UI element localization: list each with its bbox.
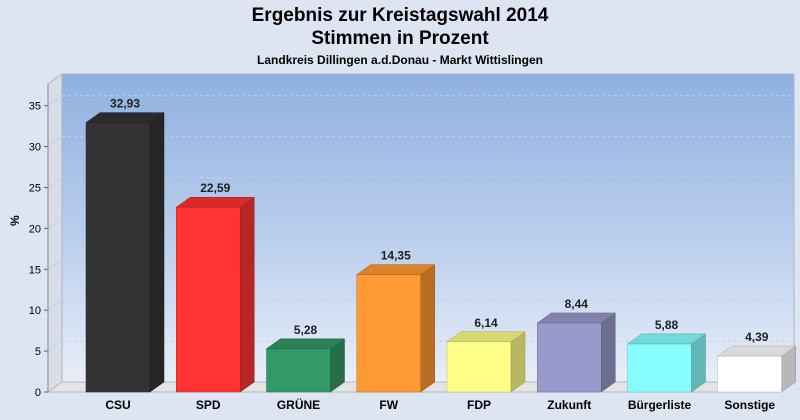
- x-tick-label: CSU: [105, 398, 130, 412]
- bar-side: [510, 331, 526, 393]
- x-tick-label: Bürgerliste: [628, 398, 692, 412]
- bar-front: [85, 122, 151, 393]
- bar-grüne: [265, 338, 346, 393]
- bar-side: [601, 312, 616, 393]
- gridline-side: [47, 95, 63, 107]
- bar-front: [176, 206, 241, 393]
- bar-bürgerliste: [626, 333, 707, 393]
- gridline-side: [47, 299, 63, 311]
- y-tick-label: 15: [29, 264, 41, 276]
- bar-zukunft: [536, 312, 617, 393]
- y-tick-label: 10: [29, 305, 41, 317]
- x-tick-label: Zukunft: [547, 398, 591, 412]
- bar-top: [626, 333, 707, 345]
- y-tick-label: 20: [29, 223, 41, 235]
- value-label: 32,93: [110, 97, 140, 111]
- bar-side: [420, 264, 435, 393]
- gridline-side: [47, 340, 63, 352]
- x-tick-label: SPD: [196, 398, 221, 412]
- bar-top: [716, 345, 797, 357]
- value-label: 22,59: [200, 181, 230, 195]
- gridline-side: [47, 217, 63, 229]
- y-tick-label: 35: [29, 101, 41, 113]
- bar-csu: [85, 112, 165, 393]
- bar-side: [149, 112, 165, 393]
- gridline-side: [47, 258, 63, 270]
- bar-front: [446, 341, 512, 393]
- value-label: 5,88: [655, 318, 679, 332]
- bar-top: [536, 312, 617, 324]
- bar-front: [266, 348, 331, 393]
- bar-side: [240, 196, 255, 393]
- bar-front: [717, 355, 782, 393]
- bar-fw: [355, 264, 436, 393]
- x-tick-label: FW: [379, 398, 398, 412]
- bar-top: [446, 331, 526, 343]
- bar-top: [85, 112, 165, 123]
- x-tick-label: Sonstige: [724, 398, 775, 412]
- y-tick-label: 25: [29, 183, 41, 195]
- value-label: 5,28: [294, 323, 318, 337]
- plot-side-wall: [47, 73, 63, 393]
- gridline-side: [47, 177, 63, 188]
- bar-front: [356, 274, 421, 393]
- bar-top: [175, 196, 256, 208]
- x-tick-label: GRÜNE: [277, 397, 320, 412]
- value-label: 14,35: [381, 249, 411, 263]
- x-tick-label: FDP: [467, 398, 491, 412]
- value-label: 8,44: [565, 297, 589, 311]
- chart-title-block: Ergebnis zur Kreistagswahl 2014 Stimmen …: [0, 4, 800, 68]
- value-label: 4,39: [745, 330, 769, 344]
- gridline-side: [47, 136, 63, 148]
- bar-front: [537, 322, 602, 393]
- chart-caption: Landkreis Dillingen a.d.Donau - Markt Wi…: [257, 53, 543, 67]
- bar-top: [265, 338, 346, 350]
- bar-top: [355, 264, 436, 275]
- y-tick-label: 30: [29, 142, 41, 154]
- bar-fdp: [446, 331, 526, 393]
- chart-subtitle: Stimmen in Prozent: [311, 28, 489, 49]
- bar-sonstige: [716, 345, 797, 393]
- y-tick-label: 5: [35, 346, 41, 358]
- y-tick-label: 0: [35, 387, 41, 399]
- bar-spd: [175, 196, 256, 393]
- value-label: 6,14: [474, 316, 498, 330]
- bar-front: [627, 343, 692, 393]
- chart-title: Ergebnis zur Kreistagswahl 2014: [251, 5, 549, 26]
